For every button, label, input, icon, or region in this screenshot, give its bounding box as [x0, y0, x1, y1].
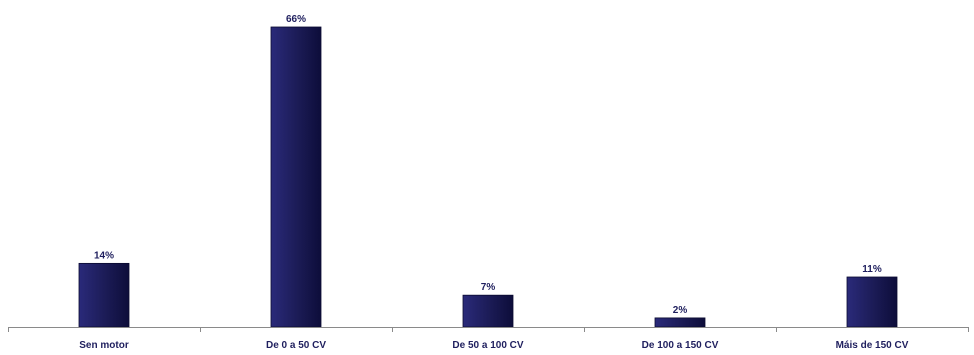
value-label-1: 66% — [286, 14, 306, 25]
x-tick-label-3: De 100 a 150 CV — [642, 340, 719, 351]
bar-3 — [654, 317, 706, 328]
bar-1 — [270, 26, 322, 328]
bars-group — [78, 26, 898, 328]
value-labels-group: 14% 66% 7% 2% 11% — [94, 14, 882, 316]
value-label-4: 11% — [862, 264, 882, 275]
bar-4 — [846, 276, 898, 328]
x-axis-labels-group: Sen motor De 0 a 50 CV De 50 a 100 CV De 10… — [79, 340, 908, 351]
bar-0 — [78, 262, 130, 328]
value-label-0: 14% — [94, 250, 114, 261]
x-tick-label-2: De 50 a 100 CV — [452, 340, 523, 351]
bar-2 — [462, 294, 514, 328]
value-label-2: 7% — [481, 282, 496, 293]
x-axis-ticks-group — [8, 327, 969, 332]
x-tick-label-1: De 0 a 50 CV — [266, 340, 326, 351]
value-label-3: 2% — [673, 305, 688, 316]
x-tick-label-0: Sen motor — [79, 340, 129, 351]
x-tick-label-4: Máis de 150 CV — [836, 340, 909, 351]
